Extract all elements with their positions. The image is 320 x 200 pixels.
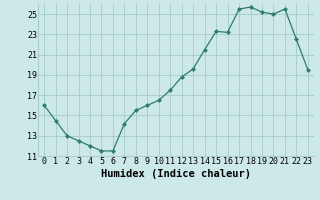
X-axis label: Humidex (Indice chaleur): Humidex (Indice chaleur) bbox=[101, 169, 251, 179]
